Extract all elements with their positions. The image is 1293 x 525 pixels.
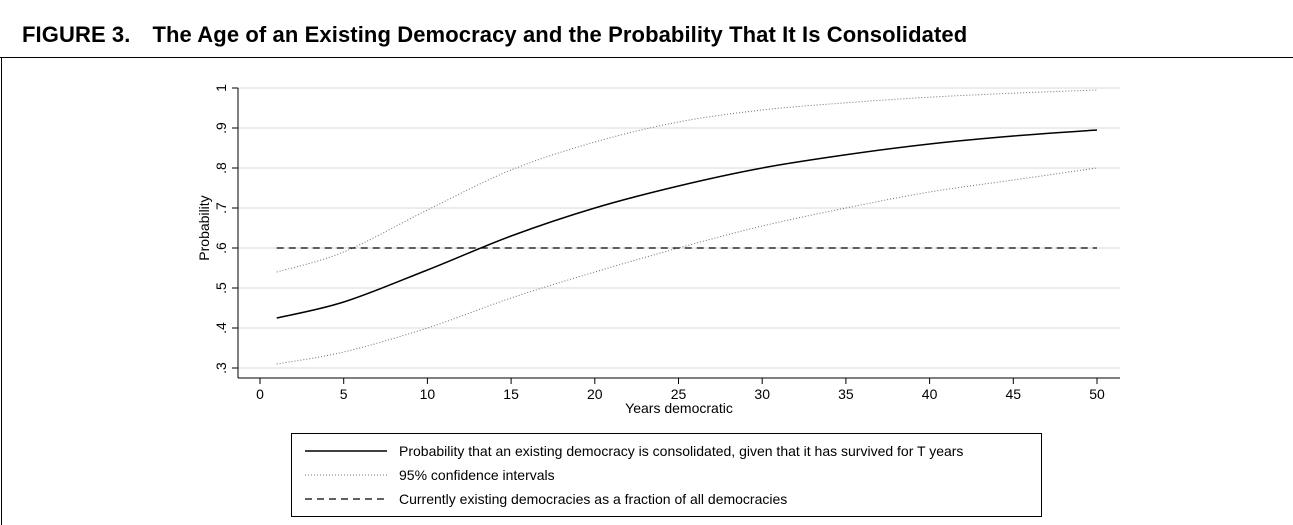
x-tick-label: 5 xyxy=(340,386,348,402)
x-tick-label: 50 xyxy=(1089,386,1105,402)
x-tick-label: 30 xyxy=(754,386,770,402)
series-line-ci-upper xyxy=(276,89,1098,273)
legend-item-fraction: Currently existing democracies as a frac… xyxy=(292,488,1041,510)
y-tick-label: .4 xyxy=(213,322,229,334)
y-tick-label: .9 xyxy=(213,122,229,134)
legend-label-estimate: Probability that an existing democracy i… xyxy=(399,443,964,459)
y-tick-label: .8 xyxy=(213,162,229,174)
legend-item-estimate: Probability that an existing democracy i… xyxy=(292,440,1041,462)
legend-item-ci: 95% confidence intervals xyxy=(292,464,1041,486)
legend-label-ci: 95% confidence intervals xyxy=(399,467,555,483)
legend-swatch-solid xyxy=(305,450,387,452)
figure-title-text: The Age of an Existing Democracy and the… xyxy=(152,22,968,47)
line-chart: .3.4.5.6.7.8.910 5 10 15 20 25 30 35 40 45 50 Year… xyxy=(196,84,1120,416)
figure-title: FIGURE 3. The Age of an Existing Democrac… xyxy=(22,22,967,48)
chart-legend: Probability that an existing democracy i… xyxy=(291,433,1042,517)
y-tick-label: .3 xyxy=(213,362,229,374)
legend-label-fraction: Currently existing democracies as a frac… xyxy=(399,491,788,507)
x-tick-label: 20 xyxy=(587,386,603,402)
x-tick-label: 15 xyxy=(503,386,519,402)
title-rule xyxy=(0,57,1293,58)
x-tick-label: 35 xyxy=(838,386,854,402)
y-axis-label: Probability xyxy=(196,195,212,260)
y-tick-label: 1 xyxy=(213,84,229,92)
x-tick-label: 40 xyxy=(922,386,938,402)
series-line-estimate xyxy=(276,129,1098,319)
x-tick-label: 25 xyxy=(671,386,687,402)
axes: .3.4.5.6.7.8.910 5 10 15 20 25 30 35 40 45 50 xyxy=(213,84,1120,402)
legend-swatch-dotted xyxy=(305,474,387,476)
x-tick-label: 0 xyxy=(256,386,264,402)
x-tick-label: 45 xyxy=(1006,386,1022,402)
figure-label: FIGURE 3. xyxy=(22,22,131,47)
x-axis-label: Years democratic xyxy=(625,400,733,416)
grid-lines xyxy=(238,87,1120,369)
legend-swatch-dashed xyxy=(305,498,387,500)
y-tick-label: .7 xyxy=(213,202,229,214)
series-line-ci-lower xyxy=(276,167,1098,365)
frame-left-rule xyxy=(1,57,2,525)
y-tick-label: .5 xyxy=(213,282,229,294)
x-tick-label: 10 xyxy=(420,386,436,402)
series-lines xyxy=(276,89,1098,365)
y-tick-label: .6 xyxy=(213,242,229,254)
